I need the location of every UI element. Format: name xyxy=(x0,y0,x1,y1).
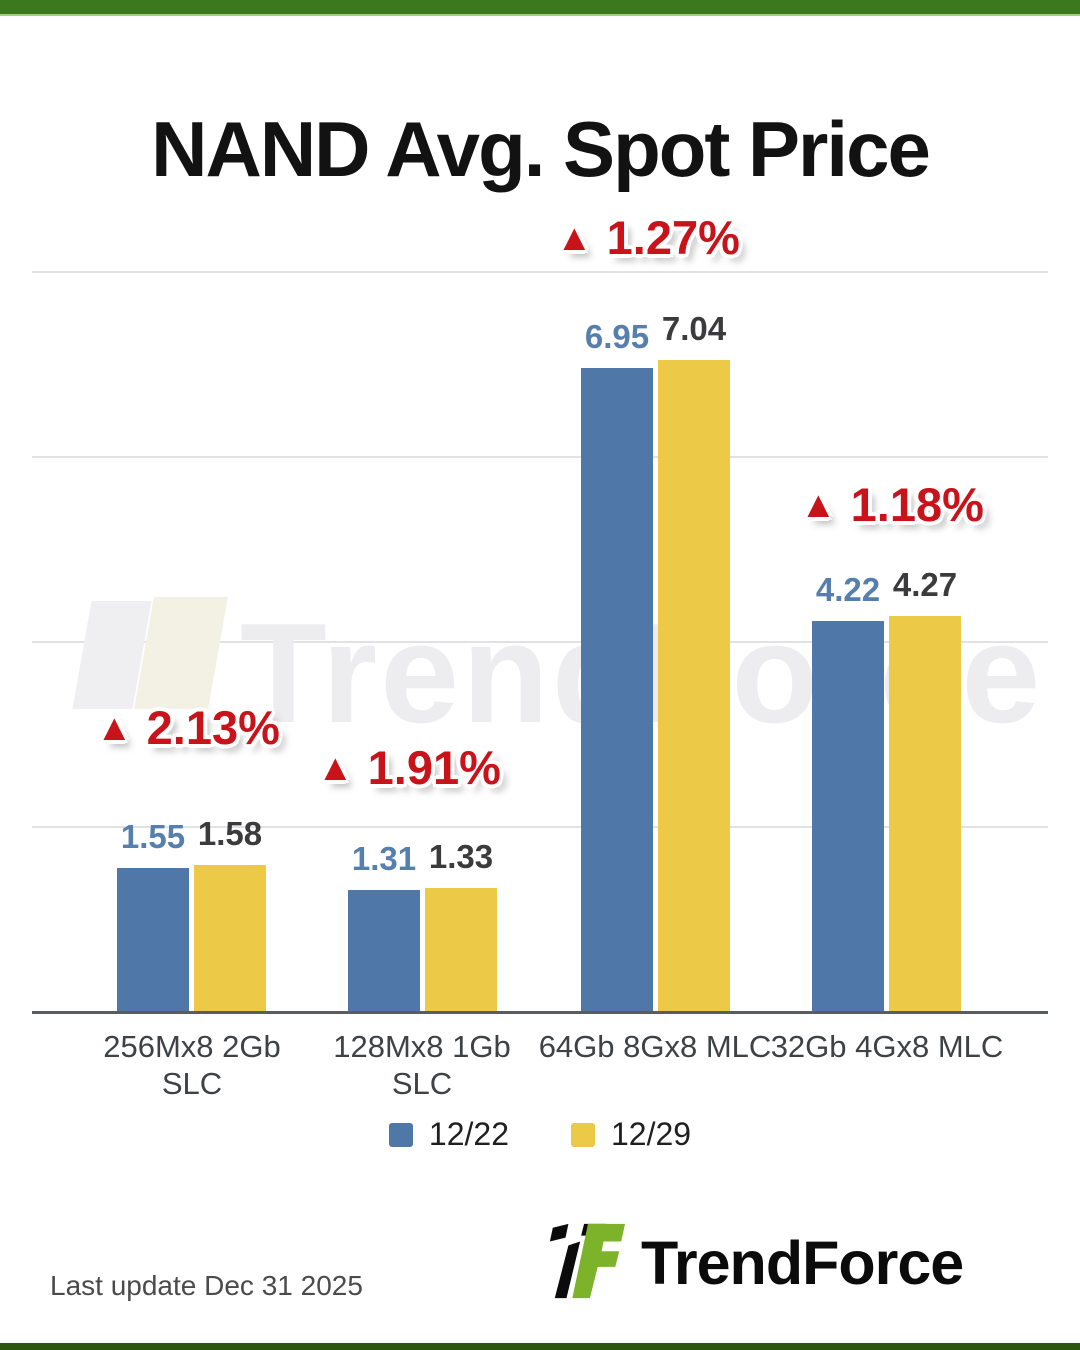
change-value: 2.13% xyxy=(146,701,280,754)
change-annotation-128mx8: ▲ 1.91% xyxy=(317,740,501,795)
last-update-text: Last update Dec 31 2025 xyxy=(50,1270,363,1301)
bar-value: 1.55 xyxy=(120,818,186,855)
chart-legend: 12/22 12/29 xyxy=(0,1116,1080,1153)
bar-32gb-12-22: 4.22 xyxy=(812,571,884,1011)
legend-swatch-yellow xyxy=(571,1122,595,1147)
change-value: 1.27% xyxy=(606,211,740,264)
trendforce-logo-icon xyxy=(549,1223,626,1299)
brand-name: TrendForce xyxy=(641,1229,964,1297)
bar-value: 4.22 xyxy=(815,571,881,608)
up-triangle-icon: ▲ xyxy=(556,217,593,258)
up-triangle-icon: ▲ xyxy=(800,484,837,525)
legend-swatch-blue xyxy=(388,1122,413,1147)
x-axis-line xyxy=(32,1011,1048,1014)
gridline xyxy=(32,456,1048,458)
gridline xyxy=(32,271,1048,273)
bar-value: 4.27 xyxy=(892,566,958,603)
bar-value: 7.04 xyxy=(661,310,727,347)
page-title: NAND Avg. Spot Price xyxy=(151,105,931,194)
bar-64gb-12-29: 7.04 xyxy=(658,310,730,1011)
legend-item-12-22: 12/22 xyxy=(388,1116,509,1153)
top-green-bar xyxy=(0,0,1080,16)
x-axis-label-64gb: 64Gb 8Gx8 MLC xyxy=(538,1029,772,1064)
change-value: 1.18% xyxy=(850,478,984,531)
gridline xyxy=(32,641,1048,643)
gridline xyxy=(32,826,1048,828)
bar-value: 1.31 xyxy=(351,840,417,877)
legend-label: 12/22 xyxy=(428,1116,509,1152)
bar-value: 6.95 xyxy=(584,318,650,355)
change-annotation-64gb: ▲ 1.27% xyxy=(556,210,740,265)
up-triangle-icon: ▲ xyxy=(317,747,354,788)
bar-256mx8-12-22: 1.55 xyxy=(117,818,189,1011)
bar-value: 1.33 xyxy=(428,838,494,875)
bar-128mx8-12-29: 1.33 xyxy=(425,838,497,1011)
change-annotation-256mx8: ▲ 2.13% xyxy=(96,700,280,755)
trendforce-brand: TrendForce xyxy=(545,1220,964,1302)
bar-value: 1.58 xyxy=(197,815,263,852)
bar-64gb-12-22: 6.95 xyxy=(581,318,653,1011)
up-triangle-icon: ▲ xyxy=(96,707,133,748)
bar-32gb-12-29: 4.27 xyxy=(889,566,961,1011)
legend-label: 12/29 xyxy=(611,1116,692,1152)
bottom-green-bar xyxy=(0,1343,1080,1350)
bar-128mx8-12-22: 1.31 xyxy=(348,840,420,1011)
x-axis-label-128mx8: 128Mx8 1Gb SLC xyxy=(333,1029,511,1102)
legend-item-12-29: 12/29 xyxy=(571,1116,691,1153)
trendforce-watermark-logo-icon xyxy=(72,595,228,713)
bar-256mx8-12-29: 1.58 xyxy=(194,815,266,1011)
change-value: 1.91% xyxy=(367,741,501,794)
x-axis-label-32gb: 32Gb 4Gx8 MLC xyxy=(770,1029,1004,1064)
change-annotation-32gb: ▲ 1.18% xyxy=(800,477,984,532)
x-axis-label-256mx8: 256Mx8 2Gb SLC xyxy=(103,1029,281,1102)
